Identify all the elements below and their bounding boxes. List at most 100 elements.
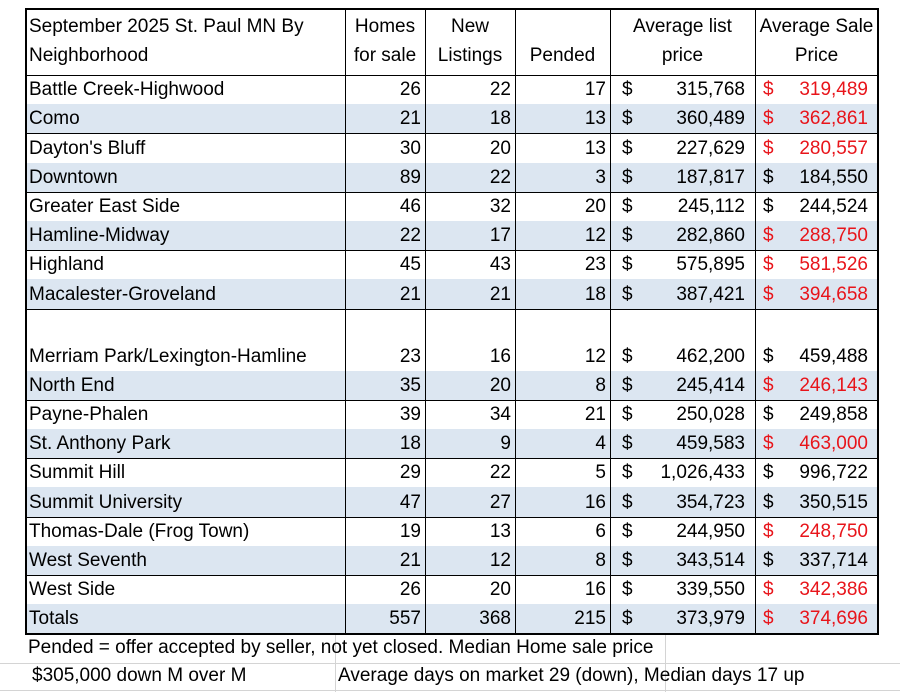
count-cell: 89 [399,166,421,188]
count-cell: 22 [399,225,421,247]
currency: $ [622,550,633,571]
neighborhood: North End [29,374,115,396]
currency: $ [622,608,633,630]
footnote: Pended = offer accepted by seller, not y… [28,637,654,658]
count-cell: 20 [489,579,511,601]
list-price: 354,723 [676,491,745,513]
count-cell: 22 [489,79,511,101]
count-cell: 12 [584,345,606,367]
header-cell: September 2025 St. Paul MN By Neighborho… [29,16,304,66]
row-line [25,458,878,460]
currency: $ [763,404,774,425]
neighborhood: West Side [29,579,116,601]
sale-price: 319,489 [799,79,868,101]
count-cell: 6 [595,520,606,542]
currency: $ [763,283,774,305]
count-cell: 18 [584,283,606,305]
list-price: 315,768 [676,79,745,101]
count-cell: 46 [399,196,421,217]
count-cell: 5 [595,462,606,484]
row-shade [25,545,878,575]
count-cell: 32 [489,196,511,217]
count-cell: 3 [595,166,606,188]
currency: $ [763,462,774,484]
count-cell: 43 [489,254,511,276]
neighborhood: Dayton's Bluff [29,137,146,159]
currency: $ [622,374,633,396]
list-price: 245,112 [677,196,745,217]
sale-price: 288,750 [799,225,868,247]
sale-price: 463,000 [799,433,868,455]
sale-price: 459,488 [799,345,868,367]
list-price: 462,200 [676,345,745,367]
count-cell: 8 [595,550,606,571]
count-cell: 22 [489,166,511,188]
neighborhood: Merriam Park/Lexington-Hamline [29,345,307,367]
currency: $ [622,283,633,305]
list-price: 227,629 [676,137,745,159]
list-price: 459,583 [676,433,745,455]
currency: $ [622,196,633,217]
currency: $ [763,196,774,217]
header-cell: Average list price [633,16,732,66]
neighborhood: Payne-Phalen [29,404,149,425]
neighborhood: Como [29,108,80,130]
sale-price: 248,750 [799,520,868,542]
currency: $ [763,520,774,542]
row-shade [25,162,878,192]
count-cell: 30 [399,137,421,159]
currency: $ [763,345,774,367]
border [25,8,27,634]
currency: $ [763,108,774,130]
neighborhood: Thomas-Dale (Frog Town) [29,520,250,542]
count-cell: 26 [399,79,421,101]
count-cell: 4 [595,433,606,455]
currency: $ [622,579,633,601]
row-shade [25,604,878,634]
neighborhood: Highland [29,254,104,276]
list-price: 339,550 [676,579,745,601]
row-line [25,250,878,252]
count-cell: 368 [479,608,511,630]
sale-price: 184,550 [799,166,868,188]
sale-price: 342,386 [799,579,868,601]
count-cell: 12 [489,550,511,571]
sale-price: 394,658 [799,283,868,305]
row-line [25,133,878,135]
col-line [610,8,611,634]
currency: $ [622,462,633,484]
sheet-grid [335,634,336,692]
count-cell: 35 [399,374,421,396]
count-cell: 34 [489,404,511,425]
count-cell: 19 [399,520,421,542]
count-cell: 23 [399,345,421,367]
list-price: 282,860 [676,225,745,247]
currency: $ [763,608,774,630]
currency: $ [622,404,633,425]
currency: $ [622,520,633,542]
count-cell: 20 [489,137,511,159]
row-shade [25,279,878,309]
footnote: $305,000 down M over M [32,665,247,686]
row-line [25,308,878,310]
count-cell: 215 [574,608,606,630]
border [25,8,878,10]
count-cell: 17 [584,79,606,101]
list-price: 373,979 [676,608,745,630]
count-cell: 13 [584,108,606,130]
col-line [515,8,516,634]
row-shade [25,487,878,517]
sale-price: 244,524 [799,196,868,217]
count-cell: 17 [489,225,511,247]
sale-price: 337,714 [799,550,868,571]
row-shade [25,370,878,400]
currency: $ [763,79,774,101]
border [25,633,878,636]
count-cell: 27 [489,491,511,513]
col-line [345,8,346,634]
row-shade [25,221,878,251]
count-cell: 16 [584,579,606,601]
neighborhood: Summit Hill [29,462,126,484]
count-cell: 18 [399,433,421,455]
